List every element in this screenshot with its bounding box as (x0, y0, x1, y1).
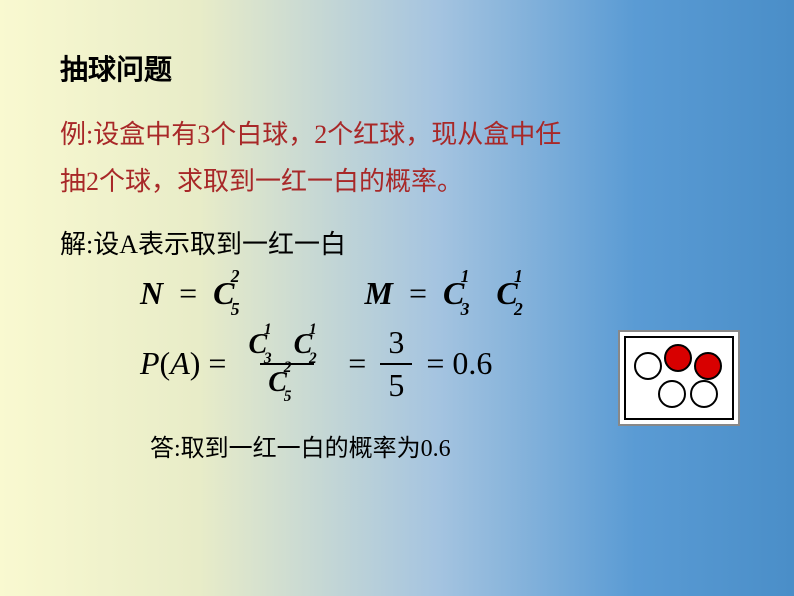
fraction-1: C 1 3 x C 1 2 . C 2 5 x (240, 327, 334, 401)
var-n: N (140, 275, 163, 311)
frac1-den: C 2 5 x (260, 363, 314, 401)
white-ball-icon (690, 380, 718, 408)
combo-sup: 2 (231, 266, 240, 287)
equals-sign: = (426, 345, 444, 382)
paren-close: ) (190, 345, 201, 381)
var-p: P (140, 345, 160, 381)
combo-num2: C 1 2 (294, 329, 313, 361)
problem-line2: 抽2个球，求取到一红一白的概率。 (60, 167, 463, 196)
ball-box-inner (624, 336, 734, 420)
equals-sign: = (409, 275, 427, 311)
combo-sub: 3 (461, 299, 470, 320)
combo-n: C 2 5 (213, 275, 234, 312)
paren-open: ( (160, 345, 171, 381)
equation-row-nm: N = C 2 5 xx M = C 1 3 x C 1 2 (140, 275, 734, 312)
frac2-num: 3 (380, 322, 412, 363)
combo-sub: 5 (231, 299, 240, 320)
page-title: 抽球问题 (60, 48, 734, 88)
combo-sub: 2 (309, 350, 317, 368)
equals-sign: = (208, 345, 226, 382)
pa-left: P(A) (140, 345, 200, 382)
combo-sup: 1 (514, 266, 523, 287)
combo-sub: 2 (514, 299, 523, 320)
problem-statement: 例:设盒中有3个白球，2个红球，现从盒中任 抽2个球，求取到一红一白的概率。 (60, 112, 734, 206)
ball-diagram (618, 330, 740, 426)
equation-m: M = C 1 3 x C 1 2 (365, 275, 518, 312)
combo-sub: 3 (264, 350, 272, 368)
combo-sup: 2 (284, 359, 292, 377)
equation-n: N = C 2 5 xx (140, 275, 275, 312)
combo-sup: 1 (309, 321, 317, 339)
white-ball-icon (658, 380, 686, 408)
white-ball-icon (634, 352, 662, 380)
solution-label: 解:设A表示取到一红一白 (60, 224, 734, 261)
answer-text: 答:取到一红一白的概率为0.6 (150, 428, 734, 463)
combo-sup: 1 (461, 266, 470, 287)
combo-den: C 2 5 (268, 367, 287, 399)
combo-sup: 1 (264, 321, 272, 339)
red-ball-icon (664, 344, 692, 372)
combo-num1: C 1 3 (248, 329, 267, 361)
red-ball-icon (694, 352, 722, 380)
combo-sub: 5 (284, 388, 292, 406)
frac1-num: C 1 3 x C 1 2 . (240, 327, 334, 363)
combo-m1: C 1 3 (443, 275, 464, 312)
fraction-2: 3 5 (380, 322, 412, 406)
problem-line1: 例:设盒中有3个白球，2个红球，现从盒中任 (60, 120, 561, 149)
var-a: A (170, 345, 190, 381)
pa-result: 0.6 (452, 345, 492, 382)
var-m: M (365, 275, 393, 311)
equals-sign: = (179, 275, 197, 311)
equals-sign: = (348, 345, 366, 382)
combo-m2: C 1 2 (496, 275, 517, 312)
frac2-den: 5 (380, 363, 412, 406)
